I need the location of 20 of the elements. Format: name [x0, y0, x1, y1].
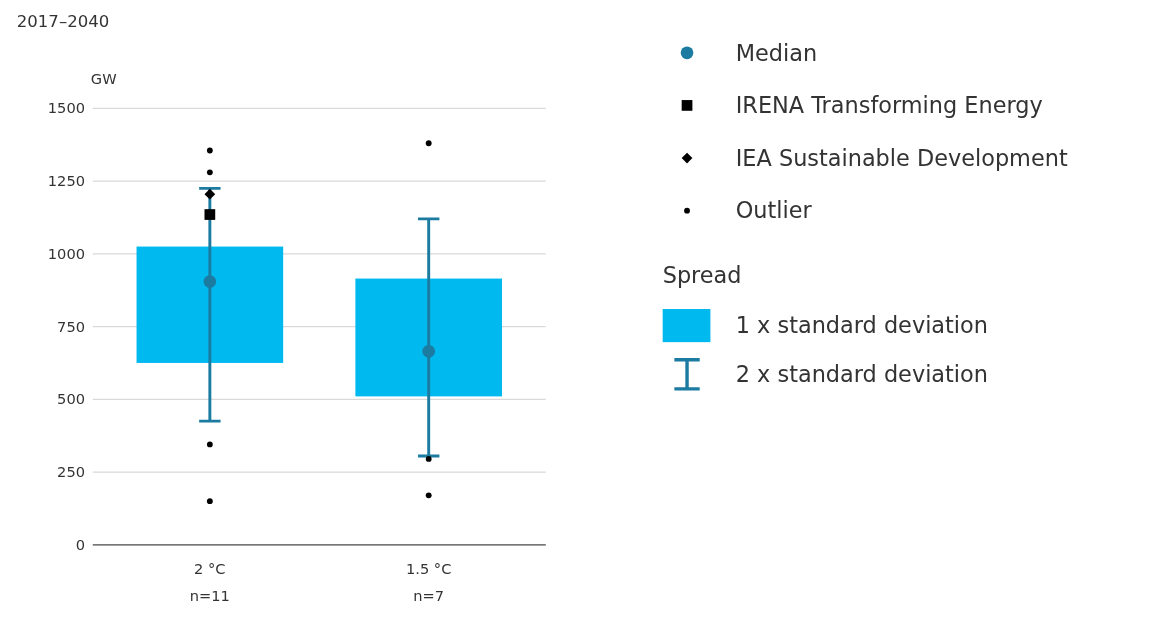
legend-label: Median — [735, 39, 818, 66]
y-tick-label: 250 — [57, 463, 85, 481]
chart-title: 2017–2040 — [16, 12, 110, 32]
text: n=11 — [189, 587, 230, 605]
y-axis-title: GW — [90, 69, 117, 87]
y-tick-label: 500 — [57, 390, 85, 408]
legend-label: 1 x standard deviation — [735, 312, 988, 339]
y-tick-label: 1500 — [47, 99, 85, 117]
x-tick-label: 1.5 °C — [406, 560, 452, 578]
y-tick-label: 1000 — [47, 244, 85, 262]
legend-label: IEA Sustainable Development — [735, 144, 1068, 171]
y-tick-label: 750 — [57, 317, 85, 335]
legend-title: Spread — [662, 261, 742, 288]
x-tick-label: 2 °C — [194, 560, 226, 578]
text: 2 x standard deviation — [735, 361, 988, 388]
y-tick-label: 1250 — [47, 172, 85, 190]
legend-label: Outlier — [735, 197, 813, 224]
text: n=7 — [413, 587, 445, 605]
y-tick-label: 0 — [75, 535, 85, 553]
legend-label: IRENA Transforming Energy — [735, 92, 1043, 119]
